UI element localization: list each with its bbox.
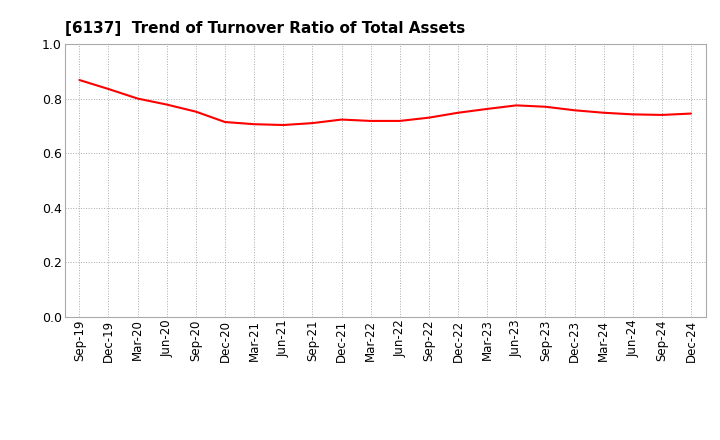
Text: [6137]  Trend of Turnover Ratio of Total Assets: [6137] Trend of Turnover Ratio of Total … bbox=[65, 21, 465, 36]
